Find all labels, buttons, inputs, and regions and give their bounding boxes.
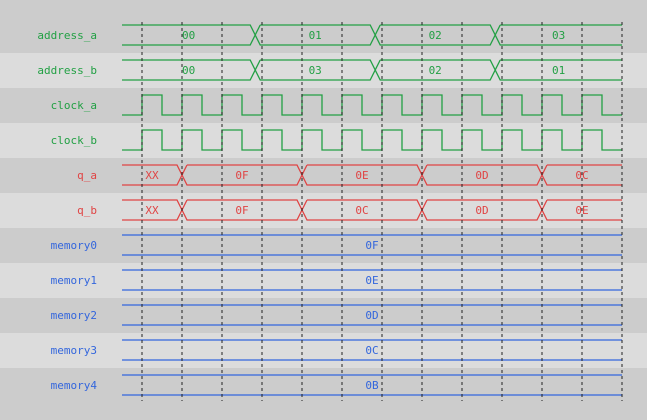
bus-value-q_a: 0D [475, 169, 488, 182]
bus-segment-q_b [541, 199, 622, 221]
clock-waveform-clock_b [122, 129, 622, 151]
signal-label-memory0: memory0 [51, 239, 97, 252]
row-background [0, 123, 647, 158]
signal-label-clock_a: clock_a [51, 99, 97, 112]
bus-value-address_b: 02 [429, 64, 442, 77]
bus-segment-memory0 [122, 234, 622, 256]
bus-value-q_b: XX [145, 204, 159, 217]
bus-segment-address_b [374, 59, 496, 81]
row-background [0, 53, 647, 88]
bus-segment-address_b [494, 59, 622, 81]
bus-value-address_a: 03 [552, 29, 565, 42]
bus-value-q_a: 0E [355, 169, 368, 182]
bus-segment-memory3 [122, 339, 622, 361]
row-background [0, 298, 647, 333]
signal-label-memory4: memory4 [51, 379, 98, 392]
bus-value-memory2: 0D [365, 309, 378, 322]
signal-label-address_a: address_a [37, 29, 97, 42]
bus-value-q_a: XX [145, 169, 159, 182]
bus-segment-memory4 [122, 374, 622, 396]
bus-value-address_a: 00 [182, 29, 195, 42]
row-background [0, 368, 647, 403]
bus-value-memory3: 0C [365, 344, 378, 357]
row-background [0, 333, 647, 368]
bus-segment-address_a [494, 24, 622, 46]
bus-value-address_b: 01 [552, 64, 565, 77]
signal-label-q_b: q_b [77, 204, 97, 217]
bus-value-q_b: 0C [355, 204, 368, 217]
signal-label-q_a: q_a [77, 169, 97, 182]
bus-value-address_a: 01 [309, 29, 322, 42]
row-background [0, 158, 647, 193]
bus-value-q_b: 0D [475, 204, 488, 217]
bus-value-memory4: 0B [365, 379, 379, 392]
bus-value-memory0: 0F [365, 239, 378, 252]
signal-label-clock_b: clock_b [51, 134, 97, 147]
bus-segment-memory1 [122, 269, 622, 291]
bus-value-q_a: 0C [575, 169, 588, 182]
row-background [0, 88, 647, 123]
clock-waveform-clock_a [122, 94, 622, 116]
row-background [0, 18, 647, 53]
signal-label-memory2: memory2 [51, 309, 97, 322]
row-background [0, 193, 647, 228]
bus-value-q_a: 0F [235, 169, 248, 182]
bus-value-address_b: 00 [182, 64, 195, 77]
signal-label-memory3: memory3 [51, 344, 97, 357]
signal-label-address_b: address_b [37, 64, 97, 77]
bus-value-address_a: 02 [429, 29, 442, 42]
bus-segment-memory2 [122, 304, 622, 326]
row-background [0, 228, 647, 263]
bus-segment-address_a [374, 24, 496, 46]
row-background [0, 263, 647, 298]
bus-value-q_b: 0F [235, 204, 248, 217]
bus-segment-address_a [254, 24, 376, 46]
signal-label-memory1: memory1 [51, 274, 97, 287]
bus-value-memory1: 0E [365, 274, 378, 287]
bus-value-address_b: 03 [309, 64, 322, 77]
bus-segment-q_a [541, 164, 622, 186]
bus-segment-address_b [254, 59, 376, 81]
